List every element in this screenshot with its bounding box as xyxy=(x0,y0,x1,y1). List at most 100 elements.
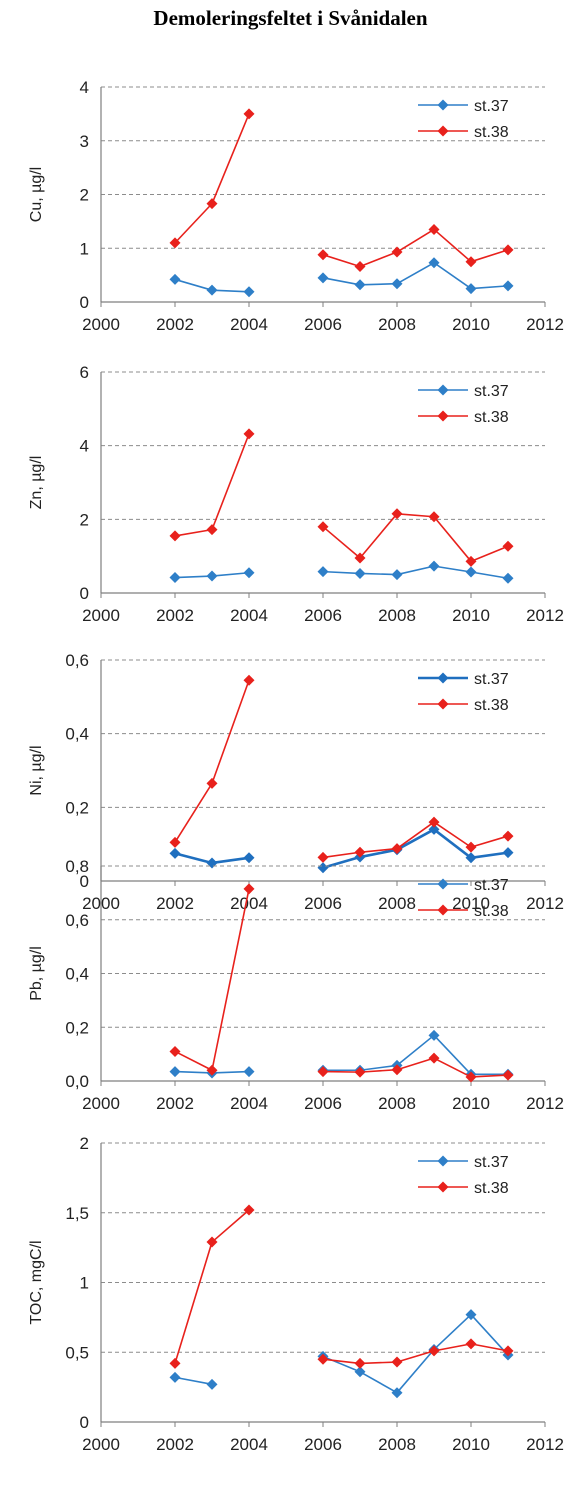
series-line-segment xyxy=(359,282,398,286)
y-tick-label: 1 xyxy=(80,1274,89,1293)
data-point xyxy=(502,1069,514,1081)
series-line-segment xyxy=(211,433,250,530)
x-tick-label: 2008 xyxy=(378,315,416,334)
data-point xyxy=(206,857,218,869)
legend-label: st.37 xyxy=(474,877,509,894)
x-tick-label: 2010 xyxy=(452,1094,490,1113)
data-point xyxy=(243,567,255,579)
data-point xyxy=(391,1356,403,1368)
x-tick-label: 2006 xyxy=(304,1094,342,1113)
series-line-segment xyxy=(174,852,213,865)
x-tick-label: 2004 xyxy=(230,606,268,625)
series-line-segment xyxy=(470,835,509,848)
data-point xyxy=(354,261,366,273)
legend-label: st.37 xyxy=(474,383,509,400)
legend-marker xyxy=(437,698,449,710)
legend-entry: st.37 xyxy=(418,383,509,400)
data-point xyxy=(428,257,440,269)
x-tick-label: 2012 xyxy=(526,1435,564,1454)
x-tick-label: 2008 xyxy=(378,1435,416,1454)
series-line-segment xyxy=(470,1314,509,1356)
legend-entry: st.37 xyxy=(418,1154,509,1171)
data-point xyxy=(428,1345,440,1357)
data-point xyxy=(502,847,514,859)
y-tick-label: 0,2 xyxy=(65,1018,89,1037)
data-point xyxy=(354,279,366,291)
y-tick-label: 4 xyxy=(80,437,89,456)
x-tick-label: 2006 xyxy=(304,894,342,913)
legend-marker xyxy=(437,1155,449,1167)
series-line-segment xyxy=(433,565,472,573)
legend-entry: st.38 xyxy=(418,1180,509,1197)
data-point xyxy=(169,572,181,584)
data-point xyxy=(317,249,329,261)
series-line-segment xyxy=(433,228,472,263)
data-point xyxy=(391,508,403,520)
series-line-segment xyxy=(470,851,509,860)
y-tick-label: 0,6 xyxy=(65,911,89,930)
data-point xyxy=(169,237,181,249)
legend-marker xyxy=(437,672,449,684)
series-line-segment xyxy=(396,828,435,851)
x-tick-label: 2002 xyxy=(156,1435,194,1454)
series-line-segment xyxy=(359,848,398,859)
data-point xyxy=(502,572,514,584)
series-line-segment xyxy=(396,513,435,518)
y-axis-label: TOC, mgC/l xyxy=(28,1240,45,1324)
data-point xyxy=(502,1345,514,1357)
series-line-segment xyxy=(396,262,435,285)
legend-marker xyxy=(437,904,449,916)
legend-entry: st.37 xyxy=(418,877,509,894)
data-point xyxy=(428,223,440,235)
series-line-segment xyxy=(359,513,398,559)
data-point xyxy=(317,521,329,533)
series-line-segment xyxy=(322,1355,361,1373)
legend-label: st.38 xyxy=(474,124,509,141)
series-line-segment xyxy=(322,253,361,268)
series-line-segment xyxy=(359,1068,398,1073)
data-point xyxy=(243,1204,255,1216)
data-point xyxy=(391,569,403,581)
legend-label: st.37 xyxy=(474,98,509,115)
series-line-segment xyxy=(396,1348,435,1394)
data-point xyxy=(354,846,366,858)
data-point xyxy=(243,883,255,895)
series-line-segment xyxy=(322,855,361,869)
x-tick-label: 2010 xyxy=(452,315,490,334)
chart-panel-1: 0 1 2 3 4 2000 2002 2004 2006 2008 2010 2012 Cu, µg/… xyxy=(28,78,564,334)
data-point xyxy=(465,841,477,853)
legend-marker xyxy=(437,384,449,396)
series-st.37 xyxy=(169,560,514,584)
series-line-segment xyxy=(470,249,509,263)
y-tick-label: 0 xyxy=(80,584,89,603)
data-point xyxy=(317,1353,329,1365)
data-point xyxy=(317,851,329,863)
series-line-segment xyxy=(433,1314,472,1351)
series-line-segment xyxy=(211,679,250,784)
series-line-segment xyxy=(359,847,398,854)
x-tick-label: 2012 xyxy=(526,1094,564,1113)
series-line-segment xyxy=(470,1074,509,1078)
y-axis-label: Ni, µg/l xyxy=(28,745,45,795)
series-line-segment xyxy=(322,277,361,286)
series-line-segment xyxy=(470,571,509,580)
x-tick-label: 2004 xyxy=(230,315,268,334)
series-line-segment xyxy=(211,571,250,577)
x-tick-label: 2012 xyxy=(526,894,564,913)
chart-panel-2: 0 2 4 6 2000 2002 2004 2006 2008 2010 2012 Zn, µg/l… xyxy=(28,363,564,625)
x-tick-label: 2000 xyxy=(82,1435,120,1454)
y-tick-label: 0,2 xyxy=(65,798,89,817)
y-tick-label: 0,8 xyxy=(65,857,89,876)
data-point xyxy=(391,843,403,855)
legend-entry: st.38 xyxy=(418,697,509,714)
series-line-segment xyxy=(174,1241,213,1364)
data-point xyxy=(243,428,255,440)
series-line-segment xyxy=(174,1050,213,1071)
x-tick-label: 2004 xyxy=(230,1435,268,1454)
data-point xyxy=(465,283,477,295)
data-point xyxy=(354,567,366,579)
data-point xyxy=(465,1338,477,1350)
y-tick-label: 3 xyxy=(80,132,89,151)
data-point xyxy=(169,530,181,542)
